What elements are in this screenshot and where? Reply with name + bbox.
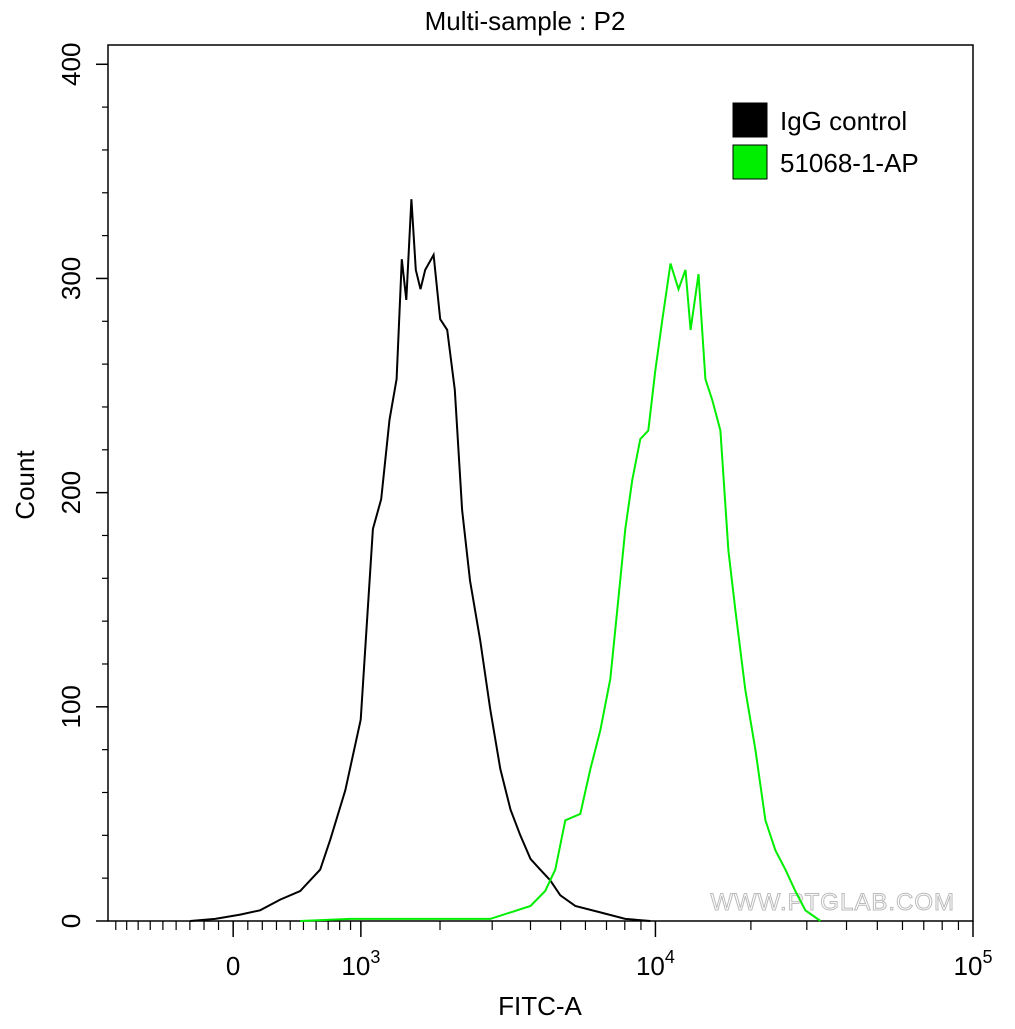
x-tick-exponent: 4 [665, 947, 675, 967]
chart-title: Multi-sample : P2 [425, 6, 626, 36]
legend-swatch [732, 144, 768, 180]
y-tick-label: 300 [56, 257, 86, 300]
x-tick-label: 103 [341, 947, 380, 981]
x-tick-exponent: 3 [370, 947, 380, 967]
x-tick-base: 10 [954, 951, 983, 981]
y-tick-label: 100 [56, 685, 86, 728]
plot-frame [107, 44, 974, 922]
x-tick-base: 10 [341, 951, 370, 981]
legend-swatch [732, 102, 768, 138]
y-tick-label: 200 [56, 471, 86, 514]
x-tick-label: 105 [954, 947, 993, 981]
histogram-line [190, 199, 651, 922]
x-tick-label: 0 [226, 951, 240, 981]
y-tick-label: 0 [56, 914, 86, 928]
histogram-line [300, 263, 822, 922]
y-axis-title: Count [10, 450, 40, 520]
y-tick-label: 400 [56, 43, 86, 86]
x-tick-exponent: 5 [982, 947, 992, 967]
legend-label: IgG control [780, 106, 907, 136]
x-tick-label: 104 [636, 947, 675, 981]
x-tick-base: 10 [636, 951, 665, 981]
watermark: WWW.PTGLAB.COM [710, 889, 955, 916]
x-axis-title: FITC-A [498, 991, 582, 1021]
legend-label: 51068-1-AP [780, 148, 919, 178]
